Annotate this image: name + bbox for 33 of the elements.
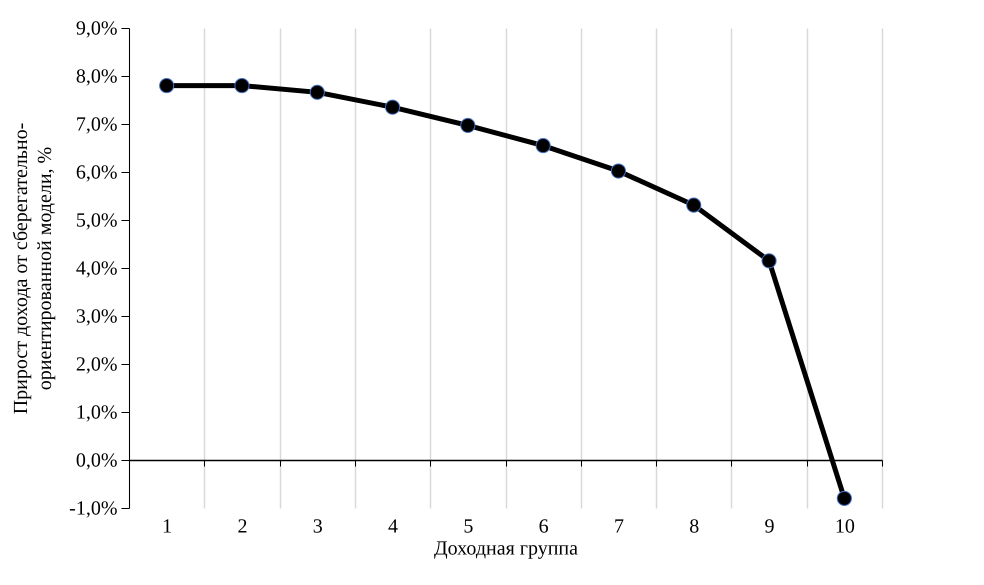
y-tick-label: 4,0% xyxy=(76,258,118,280)
x-tick-label: 8 xyxy=(689,516,700,538)
x-tick-label: 9 xyxy=(764,516,775,538)
x-tick-label: 3 xyxy=(312,516,323,538)
x-tick-label: 5 xyxy=(463,516,474,538)
y-tick-label: 9,0% xyxy=(76,18,118,40)
y-tick-label: 3,0% xyxy=(76,306,118,328)
y-axis-title: Прирост дохода от сберегательно- ориентированной модели, % xyxy=(10,122,56,414)
x-axis-title: Доходная группа xyxy=(434,538,578,560)
y-tick-label: 8,0% xyxy=(76,66,118,88)
x-tick-label: 7 xyxy=(614,516,624,538)
point xyxy=(686,198,702,213)
point xyxy=(761,253,777,268)
y-tick-label: -1,0% xyxy=(69,498,118,520)
y-tick-label: 0,0% xyxy=(76,450,118,472)
point xyxy=(159,78,174,94)
point xyxy=(460,118,476,133)
y-tick-label: 2,0% xyxy=(76,354,118,376)
x-tick-label: 2 xyxy=(237,516,248,538)
point xyxy=(310,84,325,100)
y-tick-label: 1,0% xyxy=(76,402,118,424)
point xyxy=(536,138,551,154)
point xyxy=(384,100,400,115)
point xyxy=(836,490,852,506)
x-tick-label: 6 xyxy=(538,516,549,538)
y-tick-label: 7,0% xyxy=(76,114,118,136)
x-tick-label: 10 xyxy=(834,516,855,538)
point xyxy=(234,78,250,94)
point xyxy=(610,163,626,179)
x-tick-label: 1 xyxy=(162,516,172,538)
x-tick-label: 4 xyxy=(388,516,398,538)
y-tick-label: 6,0% xyxy=(76,162,118,184)
y-tick-label: 5,0% xyxy=(76,210,118,232)
